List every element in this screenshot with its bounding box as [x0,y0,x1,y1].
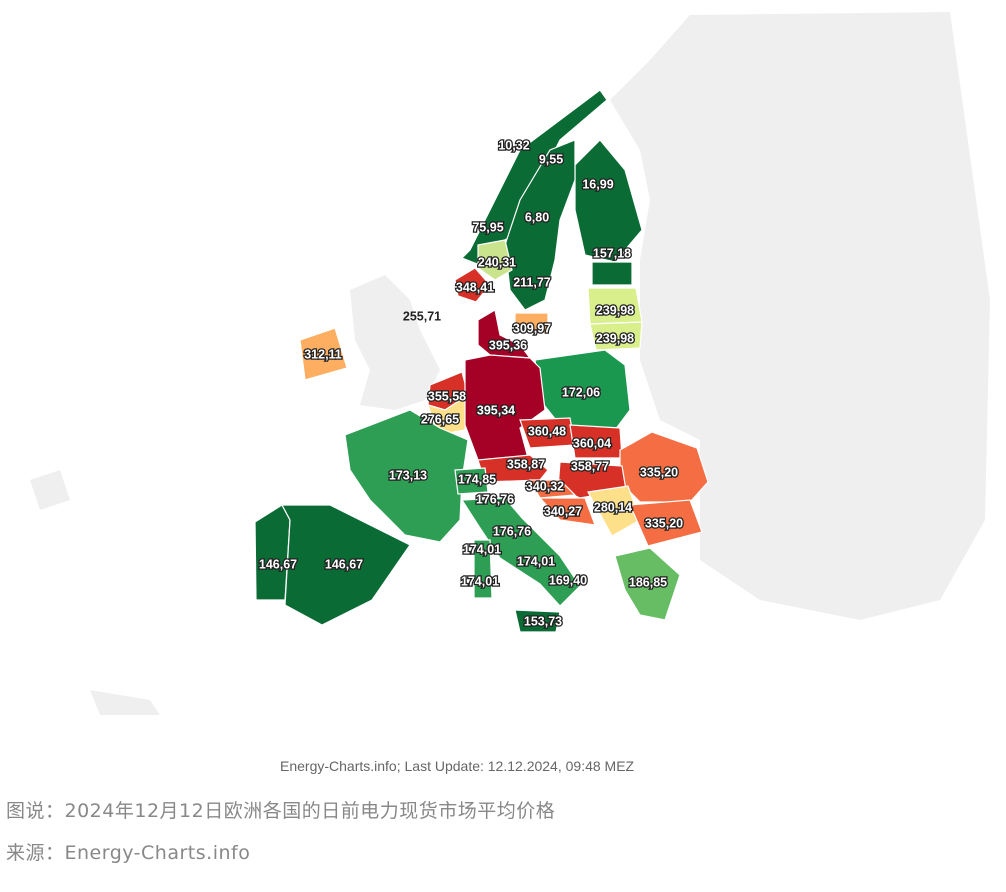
price-label: 335,20 [645,516,683,530]
price-label: 360,48 [528,424,566,438]
price-label: 157,18 [593,246,631,260]
price-label: 176,76 [493,524,531,538]
country-area [629,499,703,547]
background-land [30,12,990,715]
price-label: 309,97 [513,321,551,335]
price-label: 176,76 [476,492,514,506]
price-label: 239,98 [596,331,634,345]
price-label: 10,32 [498,138,529,152]
land-island [30,470,70,510]
price-label: 395,36 [489,338,527,352]
country-area [504,139,576,311]
price-label: 240,31 [478,255,516,269]
price-label: 174,01 [463,542,501,556]
price-label: 9,55 [539,152,563,166]
price-label: 340,27 [544,504,582,518]
country-area [344,409,469,543]
country-area [574,139,643,263]
land-east [610,12,990,620]
country-area [299,327,348,381]
country-area [538,497,596,526]
land-africa [90,690,160,715]
country-area [591,261,633,286]
land-gb [350,275,440,410]
country-area [464,354,546,469]
price-label: 169,40 [549,573,587,587]
country-area [477,239,513,281]
price-label: 75,95 [472,220,503,234]
country-area [454,467,489,495]
price-label: 255,71 [403,309,441,323]
price-label: 335,20 [640,465,678,479]
map: 10,32 9,55 16,99 6,80 75,95 240,31 211,77 348,4… [30,12,990,715]
price-label: 312,11 [304,347,342,361]
country-area [254,504,291,601]
price-label: 211,77 [513,275,551,289]
country-area [477,309,532,359]
price-label: 355,58 [428,389,466,403]
price-label: 360,04 [573,436,611,450]
price-label: 172,06 [562,385,600,399]
country-area [528,479,577,499]
price-label: 348,41 [456,280,494,294]
price-label: 146,67 [325,557,363,571]
source: 来源：Energy-Charts.info [6,842,251,864]
country-area [589,321,643,351]
price-label: 174,85 [458,472,496,486]
country-area [281,504,411,626]
price-label: 174,01 [517,554,555,568]
price-label: 395,34 [477,403,515,417]
price-label: 340,32 [526,479,564,493]
price-label: 358,77 [571,459,609,473]
caption: 图说：2024年12月12日欧洲各国的日前电力现货市场平均价格 [6,800,556,822]
country-area [473,539,493,599]
price-label: 153,73 [524,614,562,628]
price-label: 6,80 [525,210,549,224]
price-label: 358,87 [507,457,545,471]
price-label: 239,98 [596,303,634,317]
price-label: 174,01 [461,574,499,588]
update-note: Energy-Charts.info; Last Update: 12.12.2… [280,758,635,774]
price-label: 173,13 [389,468,427,482]
price-label: 16,99 [582,177,613,191]
country-area [514,609,561,633]
country-area [614,547,681,621]
price-label: 280,14 [594,500,632,514]
price-label: 146,67 [259,557,297,571]
price-label: 186,85 [629,575,667,589]
country-area [514,312,549,334]
price-label: 276,65 [421,412,459,426]
country-area [454,267,491,303]
